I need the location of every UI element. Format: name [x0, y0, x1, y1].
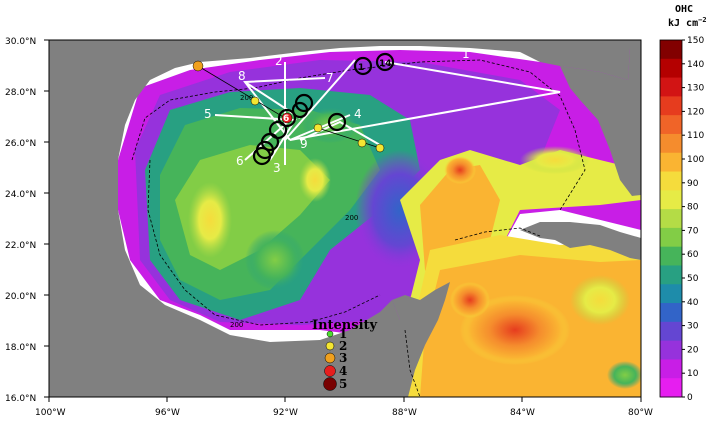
- colorbar-swatch: [660, 321, 682, 342]
- track-label-9: 9: [300, 137, 308, 151]
- legend-label-2: 2: [339, 339, 347, 353]
- colorbar: OHC kJ cm−2 1501401301201101009080706050…: [659, 4, 707, 403]
- colorbar-swatch: [660, 359, 682, 379]
- isobath-label: 200: [230, 321, 243, 329]
- intensity-rings: [252, 52, 395, 166]
- track-label-8: 8: [238, 69, 246, 83]
- track-label-4: 4: [354, 107, 362, 121]
- colorbar-tick-label: 10: [687, 369, 699, 379]
- track-label-2: 2: [275, 54, 283, 68]
- lon-label: 100°W: [35, 408, 66, 418]
- colorbar-swatch: [660, 246, 682, 266]
- colorbar-tick-label: 150: [687, 36, 704, 46]
- ring-label: 14: [379, 59, 392, 69]
- colorbar-tick-label: 120: [687, 107, 704, 117]
- legend-swatch-4: [324, 365, 336, 377]
- ring-label: 6: [283, 114, 289, 124]
- legend-label-3: 3: [339, 351, 347, 365]
- map-frame: [48, 39, 642, 398]
- colorbar-title: OHC: [675, 4, 693, 15]
- ring-label: 1: [358, 63, 364, 73]
- colorbar-tick-label: 70: [687, 226, 699, 236]
- colorbar-tick-label: 110: [687, 131, 704, 141]
- track-1: [289, 61, 561, 141]
- colorbar-swatch: [660, 209, 682, 229]
- lat-label: 20.0°N: [5, 292, 36, 302]
- colorbar-swatch: [660, 133, 682, 154]
- lat-label: 22.0°N: [5, 241, 36, 251]
- colorbar-swatch: [660, 115, 682, 135]
- track-labels: 1 2 3 4 5 6 7 8 9: [204, 47, 470, 175]
- colorbar-swatch: [660, 152, 682, 173]
- lat-label: 18.0°N: [5, 343, 36, 353]
- lat-label: 30.0°N: [5, 37, 36, 47]
- colorbar-swatches: [660, 40, 682, 398]
- legend-label-5: 5: [339, 377, 347, 391]
- legend-swatch-2: [325, 341, 335, 351]
- isobath-label: 200: [345, 214, 358, 222]
- lon-label: 96°W: [155, 408, 180, 418]
- colorbar-tick-label: 0: [687, 393, 693, 403]
- track-9: [299, 120, 381, 146]
- land-north-america: [49, 40, 641, 397]
- lon-label: 92°W: [273, 408, 298, 418]
- colorbar-tick-label: 100: [687, 155, 704, 165]
- track-label-5: 5: [204, 107, 212, 121]
- intensity-legend: Intensity 1 2 3 4 5: [312, 318, 378, 391]
- legend-label-4: 4: [339, 364, 347, 378]
- longitude-axis: 100°W 96°W 92°W 88°W 84°W 80°W: [35, 397, 653, 418]
- legend-label-1: 1: [339, 327, 347, 341]
- lon-label: 84°W: [510, 408, 535, 418]
- colorbar-swatch: [660, 227, 682, 248]
- colorbar-swatch: [660, 340, 682, 360]
- colorbar-swatch: [660, 265, 682, 285]
- storm-markers: [192, 60, 385, 153]
- colorbar-units: kJ cm−2: [668, 16, 707, 29]
- colorbar-tick-label: 40: [687, 298, 699, 308]
- colorbar-tick-label: 140: [687, 60, 704, 70]
- lon-label: 88°W: [392, 408, 417, 418]
- land-yucatan: [392, 282, 450, 397]
- colorbar-tick-label: 20: [687, 345, 699, 355]
- lat-label: 28.0°N: [5, 88, 36, 98]
- track-label-1: 1: [462, 47, 470, 61]
- colorbar-tick-label: 60: [687, 250, 699, 260]
- track-label-3: 3: [273, 161, 281, 175]
- colorbar-tick-label: 80: [687, 203, 699, 213]
- lat-label: 16.0°N: [5, 394, 36, 404]
- colorbar-swatch: [660, 40, 682, 60]
- colorbar-swatch: [660, 171, 682, 191]
- isobath-200m: [131, 59, 586, 397]
- lon-label: 80°W: [628, 408, 653, 418]
- colorbar-tick-label: 30: [687, 322, 699, 332]
- colorbar-swatch: [660, 378, 682, 398]
- colorbar-swatch: [660, 303, 682, 323]
- colorbar-swatch: [660, 284, 682, 304]
- legend-swatch-1: [326, 330, 334, 338]
- track-label-6: 6: [236, 154, 244, 168]
- legend-swatch-5: [323, 377, 337, 391]
- colorbar-swatch: [660, 96, 682, 116]
- land-cuba: [520, 222, 641, 260]
- colorbar-tick-label: 50: [687, 274, 699, 284]
- isobath-label: 200: [240, 94, 253, 102]
- latitude-axis: 30.0°N 28.0°N 26.0°N 24.0°N 22.0°N 20.0°…: [5, 37, 49, 404]
- lat-label: 26.0°N: [5, 139, 36, 149]
- colorbar-tick-label: 90: [687, 179, 699, 189]
- colorbar-swatch: [660, 77, 682, 97]
- lat-label: 24.0°N: [5, 190, 36, 200]
- land-florida: [560, 48, 641, 196]
- colorbar-swatch: [660, 58, 682, 79]
- legend-title: Intensity: [312, 318, 378, 333]
- colorbar-tick-label: 130: [687, 84, 704, 94]
- colorbar-swatch: [660, 190, 682, 210]
- legend-swatch-3: [324, 352, 336, 364]
- track-label-7: 7: [326, 71, 334, 85]
- map-panel: 200 200 200 1 2 3 4 5 6 7 8 9: [49, 40, 641, 397]
- track-6: [244, 119, 291, 161]
